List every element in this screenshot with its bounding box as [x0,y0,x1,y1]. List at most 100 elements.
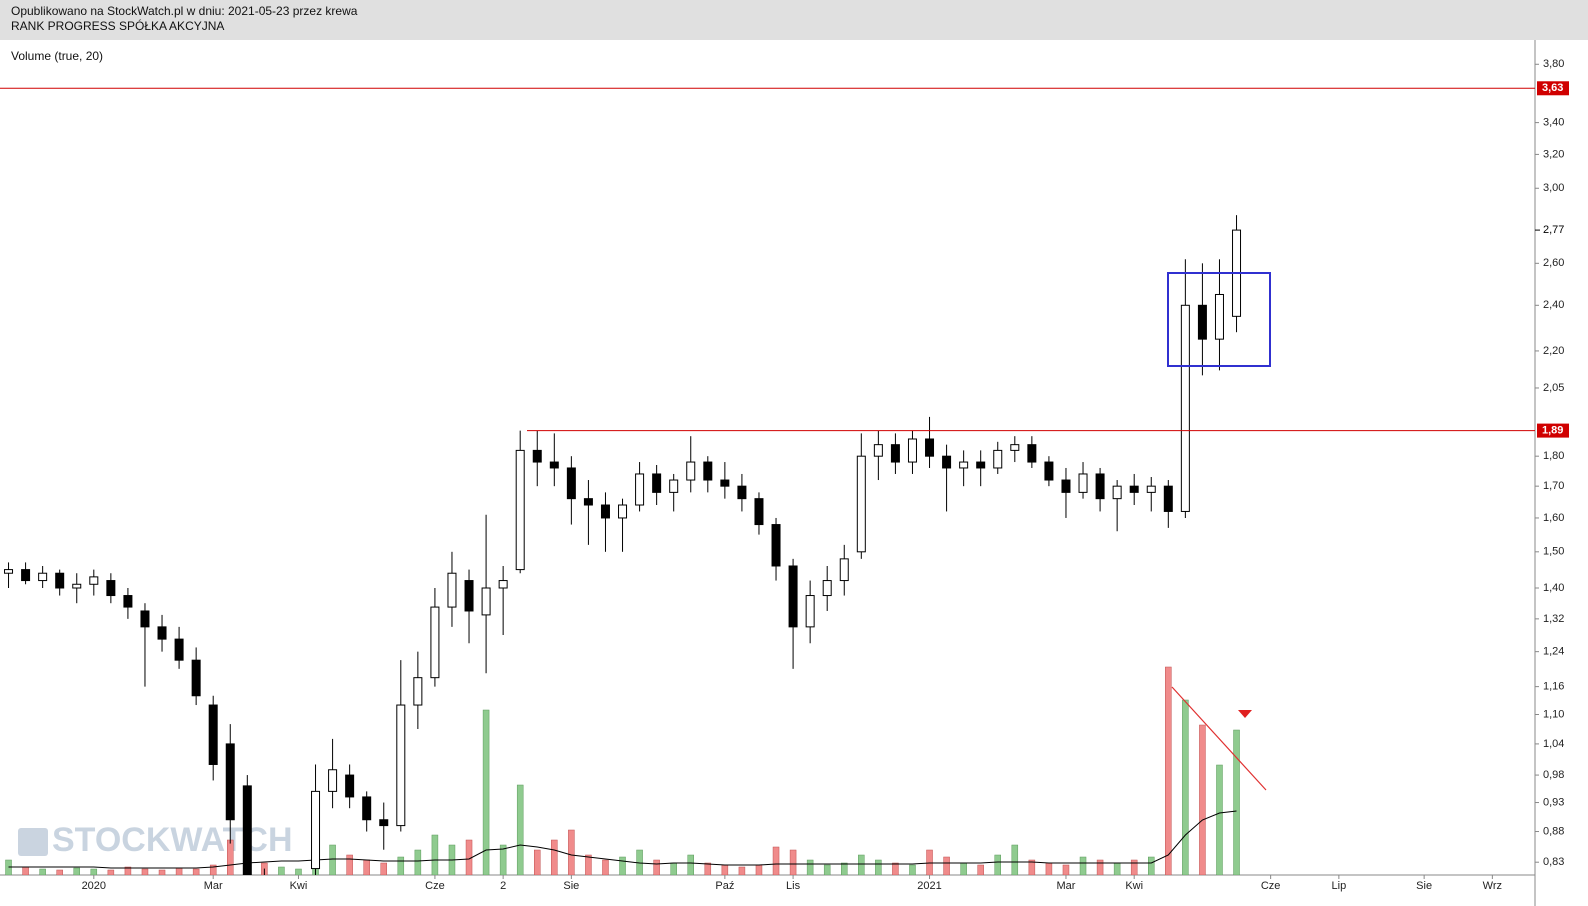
candle-body [549,461,559,469]
volume-bar [90,868,98,875]
candle-body [260,882,268,906]
x-tick-label: Sie [563,880,579,892]
y-tick-label: 2,60 [1543,257,1564,269]
candle-body [652,473,662,493]
volume-bar [192,868,200,875]
y-tick-label: 1,40 [1543,582,1564,594]
volume-bar [1216,764,1223,875]
y-tick-label: 1,60 [1543,512,1564,524]
x-tick-label: 2020 [82,880,106,892]
candle-body [515,449,525,571]
volume-bar [858,854,865,875]
x-tick-label: Cze [425,880,445,892]
volume-bar [687,854,694,875]
volume-bar [499,844,507,875]
candle-body [464,580,474,612]
candle-body [618,504,628,519]
candle-body [106,580,116,597]
plot-area [4,215,1242,906]
candle-body [4,569,14,574]
indicator-label: Volume (true, 20) [11,49,103,63]
candle-body [362,796,372,821]
candle-body [925,438,935,457]
volume-bar [806,859,814,875]
x-tick-label: Mar [1056,880,1075,892]
volume-bar [875,859,882,875]
candle-body [1146,485,1156,493]
candle-body [1129,485,1139,493]
volume-bar [909,864,916,875]
y-tick-label: 3,80 [1543,58,1564,70]
volume-bar [789,849,797,875]
volume-bar [602,859,609,875]
volume-bar [346,854,353,875]
candle-body [345,774,355,798]
volume-bar [516,784,524,875]
candle-body [600,504,610,519]
candle-body [703,461,713,481]
published-note: Opublikowano na StockWatch.pl w dniu: 20… [11,4,358,18]
candle-body [89,576,99,585]
candle-body [839,558,849,582]
candle-body [1197,304,1207,340]
volume-bar [124,866,132,875]
y-tick-label: 1,80 [1543,450,1564,462]
candle-body [822,580,832,597]
volume-bar [1113,862,1121,875]
volume-bar [380,862,387,875]
candle-body [737,485,747,500]
candle-body [976,461,986,469]
volume-bar [721,864,729,875]
candle-body [379,819,389,827]
y-tick-label: 0,98 [1543,769,1564,781]
candle-body [225,743,235,821]
x-tick-label: Lis [786,880,801,892]
volume-bar [397,856,405,875]
volume-bar [1011,844,1019,875]
volume-bar [1182,699,1189,875]
volume-bar [1130,859,1138,875]
candle-body [481,587,491,616]
candle-body [1214,293,1224,340]
volume-bar [960,862,967,875]
candle-body [396,704,406,827]
candle-body [208,704,218,765]
candle-body [72,583,82,589]
y-tick-label: 1,50 [1543,546,1564,558]
volume-bar [534,849,541,875]
volume-bar [1199,724,1206,875]
volume-bar [158,869,166,875]
y-tick-label: 0,88 [1543,825,1564,837]
volume-bar [755,864,763,875]
x-tick-label: Cze [1261,880,1281,892]
x-tick-label: 2021 [917,880,941,892]
x-tick-label: Wrz [1483,880,1502,892]
candle-body [311,790,321,870]
x-tick-label: Sie [1416,880,1432,892]
volume-bar [1096,859,1104,875]
candle-body [771,524,781,567]
x-tick-label: Paź [715,880,734,892]
volume-bar [329,844,336,875]
candle-body [328,769,338,792]
candle-body [959,461,969,469]
candle-body [1044,461,1054,481]
signal-marker [1238,710,1252,718]
y-tick-label: 0,93 [1543,796,1564,808]
volume-bar [56,869,63,875]
volume-bar [738,866,746,875]
candle-body [873,444,883,457]
candle-body [669,479,679,493]
level-label: 1,89 [1542,425,1563,437]
candle-body [157,626,167,640]
volume-bar [39,868,46,875]
last-price-box [1537,223,1569,238]
candle-body [583,498,593,506]
volume-ma-line [8,810,1237,869]
volume-bar [209,864,217,875]
volume-bar [1045,862,1053,875]
candle-body [805,595,815,628]
header-band [0,0,1588,40]
volume-trendline [1171,686,1267,791]
